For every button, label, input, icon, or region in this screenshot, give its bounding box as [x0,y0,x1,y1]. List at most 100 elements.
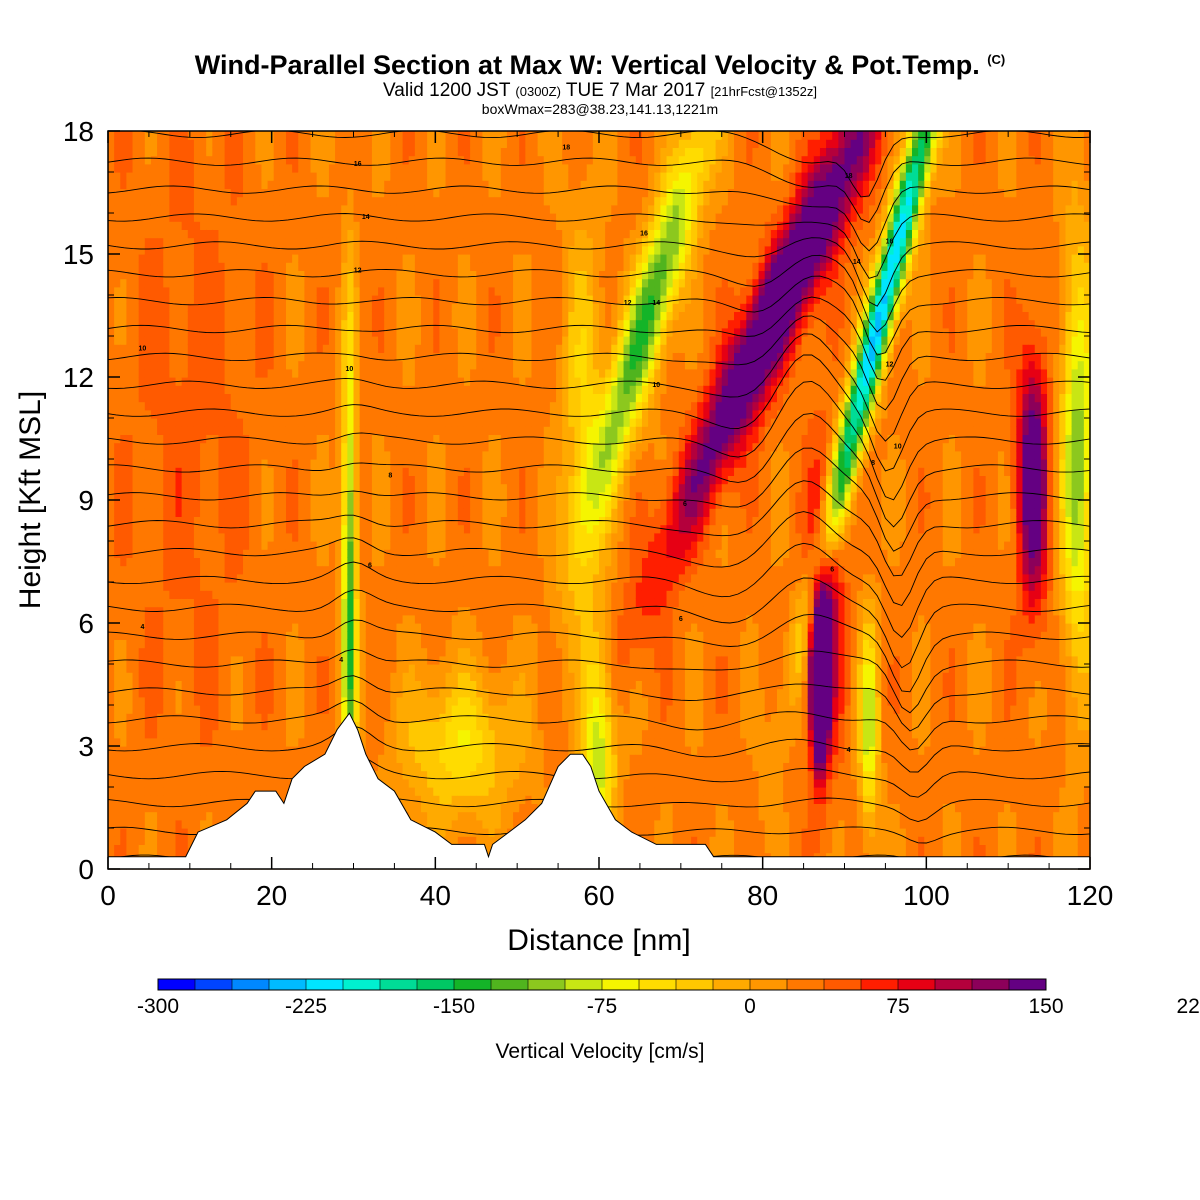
field-cell [298,647,305,657]
field-cell [414,311,422,321]
field-cell [126,557,134,567]
field-cell [402,303,410,312]
field-cell [316,467,324,476]
field-cell [384,147,391,157]
field-cell [347,188,355,198]
field-cell [138,787,146,796]
field-cell [439,500,447,509]
field-cell [421,131,428,140]
field-cell [402,245,410,255]
field-cell [384,319,391,329]
field-cell [200,565,207,575]
field-cell [371,303,379,312]
field-cell [261,680,269,690]
field-cell [150,459,158,468]
field-cell [126,508,134,517]
field-cell [341,549,348,558]
field-cell [439,754,447,763]
field-cell [304,680,312,690]
field-cell [273,426,281,435]
field-cell [414,270,422,280]
field-cell [108,155,115,165]
field-cell [108,311,115,321]
field-cell [267,541,275,550]
field-cell [144,778,152,788]
field-cell [144,836,152,845]
field-cell [187,229,195,239]
field-cell [200,204,207,214]
field-cell [378,393,385,403]
field-cell [126,524,134,534]
field-cell [310,623,318,632]
field-cell [279,491,287,501]
field-cell [322,295,330,304]
field-cell [206,737,213,747]
field-cell [150,336,158,345]
field-cell [114,295,121,304]
field-cell [261,393,269,403]
field-cell [181,336,189,345]
field-cell [427,696,434,706]
field-cell [384,172,391,181]
field-cell [427,672,434,681]
field-cell [249,729,256,739]
field-cell [249,680,256,690]
field-cell [163,270,170,280]
field-cell [421,155,428,165]
field-cell [267,598,275,608]
field-cell [273,196,281,206]
field-cell [304,262,312,271]
field-cell [427,614,434,624]
field-cell [378,557,385,567]
field-cell [132,196,140,206]
field-cell [230,278,238,288]
field-cell [150,229,158,239]
field-cell [200,229,207,239]
field-cell [390,295,398,304]
field-cell [322,582,330,591]
field-cell [402,295,410,304]
field-cell [187,778,195,788]
field-cell [433,393,441,403]
field-cell [193,286,201,296]
field-cell [212,746,220,755]
field-cell [285,639,293,649]
field-cell [218,319,226,329]
field-cell [255,262,263,271]
field-cell [433,163,441,173]
field-cell [138,598,146,608]
field-cell [126,680,134,690]
field-cell [273,221,281,230]
field-cell [371,573,379,583]
field-cell [212,803,220,813]
field-cell [150,311,158,321]
field-cell [200,614,207,624]
field-cell [304,639,312,649]
field-cell [439,729,447,739]
field-cell [150,762,158,772]
field-cell [267,631,275,640]
field-cell [267,770,275,780]
field-cell [193,368,201,378]
field-cell [249,327,256,337]
field-cell [157,787,164,796]
field-cell [402,418,410,427]
field-cell [365,688,373,698]
field-cell [298,623,305,632]
field-cell [206,795,213,804]
field-cell [218,532,226,542]
field-cell [163,803,170,813]
field-cell [157,147,164,157]
field-cell [138,721,146,731]
field-cell [230,418,238,427]
field-cell [341,278,348,288]
field-cell [347,680,355,690]
field-cell [384,516,391,526]
field-cell [175,459,183,468]
field-cell [157,565,164,575]
field-cell [365,434,373,444]
field-cell [163,319,170,329]
field-cell [175,778,183,788]
field-cell [144,647,152,657]
field-cell [292,532,299,542]
